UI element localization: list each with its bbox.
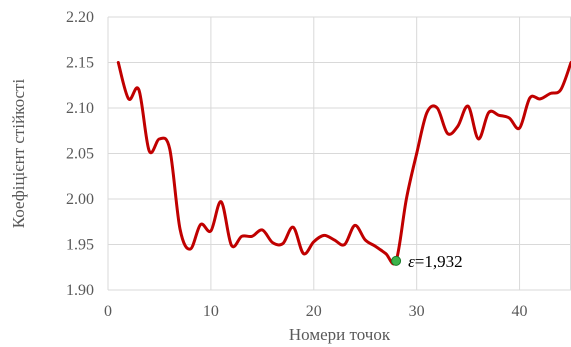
min-point-marker xyxy=(391,255,402,266)
x-axis-title: Номери точок xyxy=(289,325,391,344)
series-layer xyxy=(116,61,571,266)
y-tick-label: 2.15 xyxy=(66,55,94,72)
y-axis-title: Коефіцієнт стійкості xyxy=(9,79,28,229)
y-tick-label: 2.10 xyxy=(66,100,94,117)
y-tick-label: 1.90 xyxy=(66,282,94,299)
y-tick-label: 2.05 xyxy=(66,146,94,163)
epsilon-symbol: ε xyxy=(408,252,415,271)
annotation-layer: ε=1,932 xyxy=(391,252,463,271)
series-line xyxy=(116,61,571,266)
x-tick-label: 40 xyxy=(512,303,528,320)
tick-labels: 1.90 1.95 2.00 2.05 2.10 2.15 2.20 0 10 20 30 40 xyxy=(66,9,528,320)
x-tick-label: 0 xyxy=(104,303,112,320)
y-tick-label: 2.00 xyxy=(66,191,94,208)
y-tick-label: 2.20 xyxy=(66,9,94,26)
x-tick-label: 10 xyxy=(203,303,219,320)
y-tick-label: 1.95 xyxy=(66,237,94,254)
x-tick-label: 30 xyxy=(409,303,425,320)
x-tick-label: 20 xyxy=(306,303,322,320)
min-point-label: ε=1,932 xyxy=(408,252,463,271)
min-point-value: =1,932 xyxy=(415,252,463,271)
gridlines xyxy=(107,16,571,291)
